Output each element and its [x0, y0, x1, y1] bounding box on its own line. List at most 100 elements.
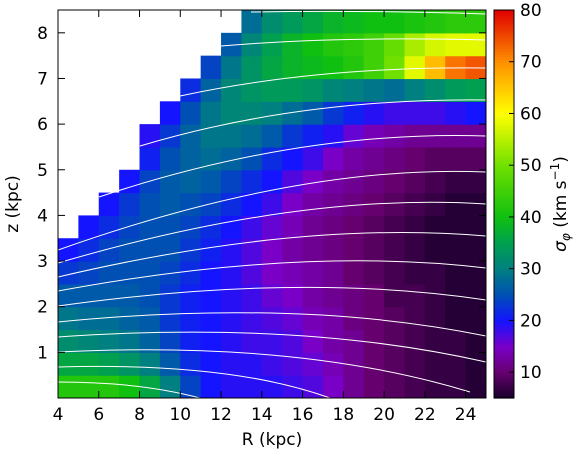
colorbar-swatch: [494, 103, 514, 107]
heatmap-cell: [241, 306, 263, 331]
y-tick-label: 5: [37, 161, 48, 181]
heatmap-cell: [465, 78, 486, 102]
heatmap-cell: [404, 261, 426, 285]
colorbar-swatch: [494, 312, 514, 316]
colorbar-swatch: [494, 30, 514, 34]
heatmap-cell: [159, 261, 181, 285]
heatmap-cell: [221, 78, 243, 102]
colorbar-swatch: [494, 299, 514, 303]
colorbar-swatch: [494, 56, 514, 60]
heatmap-cell: [180, 375, 202, 398]
heatmap-cell: [241, 375, 263, 398]
heatmap-cell: [363, 261, 385, 285]
colorbar-swatch: [494, 258, 514, 262]
heatmap-cell: [241, 352, 263, 376]
heatmap-cell: [322, 55, 344, 80]
heatmap-cell: [282, 238, 304, 262]
heatmap-cell: [404, 283, 426, 308]
heatmap-cell: [200, 329, 222, 353]
colorbar-tick-label: 80: [520, 1, 542, 21]
heatmap-cell: [404, 306, 426, 331]
heatmap-cell: [98, 352, 120, 376]
colorbar-swatch: [494, 266, 514, 270]
colorbar-swatch: [494, 95, 514, 99]
colorbar-tick-label: 20: [520, 311, 542, 331]
heatmap-cell: [58, 261, 79, 285]
heatmap-cell: [261, 238, 283, 262]
colorbar-swatch: [494, 253, 514, 257]
heatmap-cell: [343, 124, 365, 148]
colorbar-swatch: [494, 152, 514, 156]
colorbar-swatch: [494, 377, 514, 381]
heatmap-cell: [200, 169, 222, 194]
heatmap-cell: [424, 329, 446, 353]
heatmap-cell: [343, 32, 365, 57]
heatmap-cell: [465, 32, 486, 57]
x-tick-label: 10: [169, 405, 191, 425]
heatmap-cell: [445, 352, 467, 376]
heatmap-cell: [200, 215, 222, 239]
heatmap-cell: [159, 329, 181, 353]
colorbar-swatch: [494, 43, 514, 47]
heatmap-cell: [343, 375, 365, 398]
heatmap-cell: [404, 192, 426, 217]
colorbar-swatch: [494, 395, 514, 399]
heatmap-cell: [424, 101, 446, 125]
colorbar-swatch: [494, 188, 514, 192]
colorbar-swatch: [494, 38, 514, 42]
heatmap-cell: [200, 146, 222, 171]
colorbar-swatch: [494, 291, 514, 296]
heatmap-cell: [384, 146, 406, 171]
heatmap-cell: [221, 32, 243, 57]
colorbar-swatch: [494, 279, 514, 283]
heatmap-cell: [384, 78, 406, 102]
colorbar-swatch: [494, 343, 514, 347]
heatmap-cell: [180, 192, 202, 217]
heatmap-cell: [98, 329, 120, 353]
heatmap-cell: [343, 283, 365, 308]
contour: [58, 260, 486, 292]
contour: [58, 232, 486, 278]
heatmap-cell: [159, 352, 181, 376]
colorbar-swatch: [494, 338, 514, 342]
heatmap-cell: [119, 352, 141, 376]
colorbar-swatch: [494, 126, 514, 130]
contour: [58, 312, 486, 337]
colorbar-swatch: [494, 59, 514, 63]
colorbar-swatch: [494, 322, 514, 327]
heatmap-cell: [139, 375, 161, 398]
x-tick-label: 22: [414, 405, 436, 425]
heatmap-cell: [445, 101, 467, 125]
heatmap-cell: [363, 124, 385, 148]
heatmap-cell: [424, 169, 446, 194]
heatmap-cell: [78, 375, 100, 398]
heatmap-cell: [282, 192, 304, 217]
colorbar-swatch: [494, 354, 514, 358]
heatmap-cell: [261, 192, 283, 217]
colorbar-swatch: [494, 385, 514, 389]
heatmap-cell: [424, 215, 446, 239]
heatmap-cell: [159, 283, 181, 308]
heatmap-cell: [424, 375, 446, 398]
contour: [58, 286, 486, 307]
colorbar-swatch: [494, 118, 514, 122]
heatmap-cell: [282, 215, 304, 239]
colorbar-swatch: [494, 297, 514, 301]
colorbar-swatch: [494, 136, 514, 140]
y-tick-label: 6: [37, 115, 48, 135]
y-axis-label: z (kpc): [3, 175, 23, 233]
colorbar-swatch: [494, 105, 514, 109]
heatmap-cell: [363, 169, 385, 194]
heatmap-cell: [302, 238, 324, 262]
colorbar-swatch: [494, 359, 514, 363]
heatmap-cell: [384, 101, 406, 125]
colorbar-swatch: [494, 348, 514, 353]
x-tick-label: 24: [455, 405, 477, 425]
colorbar-swatch: [494, 286, 514, 290]
y-tick-label: 7: [37, 69, 48, 89]
contour: [98, 135, 486, 198]
heatmap-cell: [322, 192, 344, 217]
heatmap-cell: [384, 306, 406, 331]
heatmap-cell: [119, 169, 141, 194]
heatmap-cell: [180, 124, 202, 148]
